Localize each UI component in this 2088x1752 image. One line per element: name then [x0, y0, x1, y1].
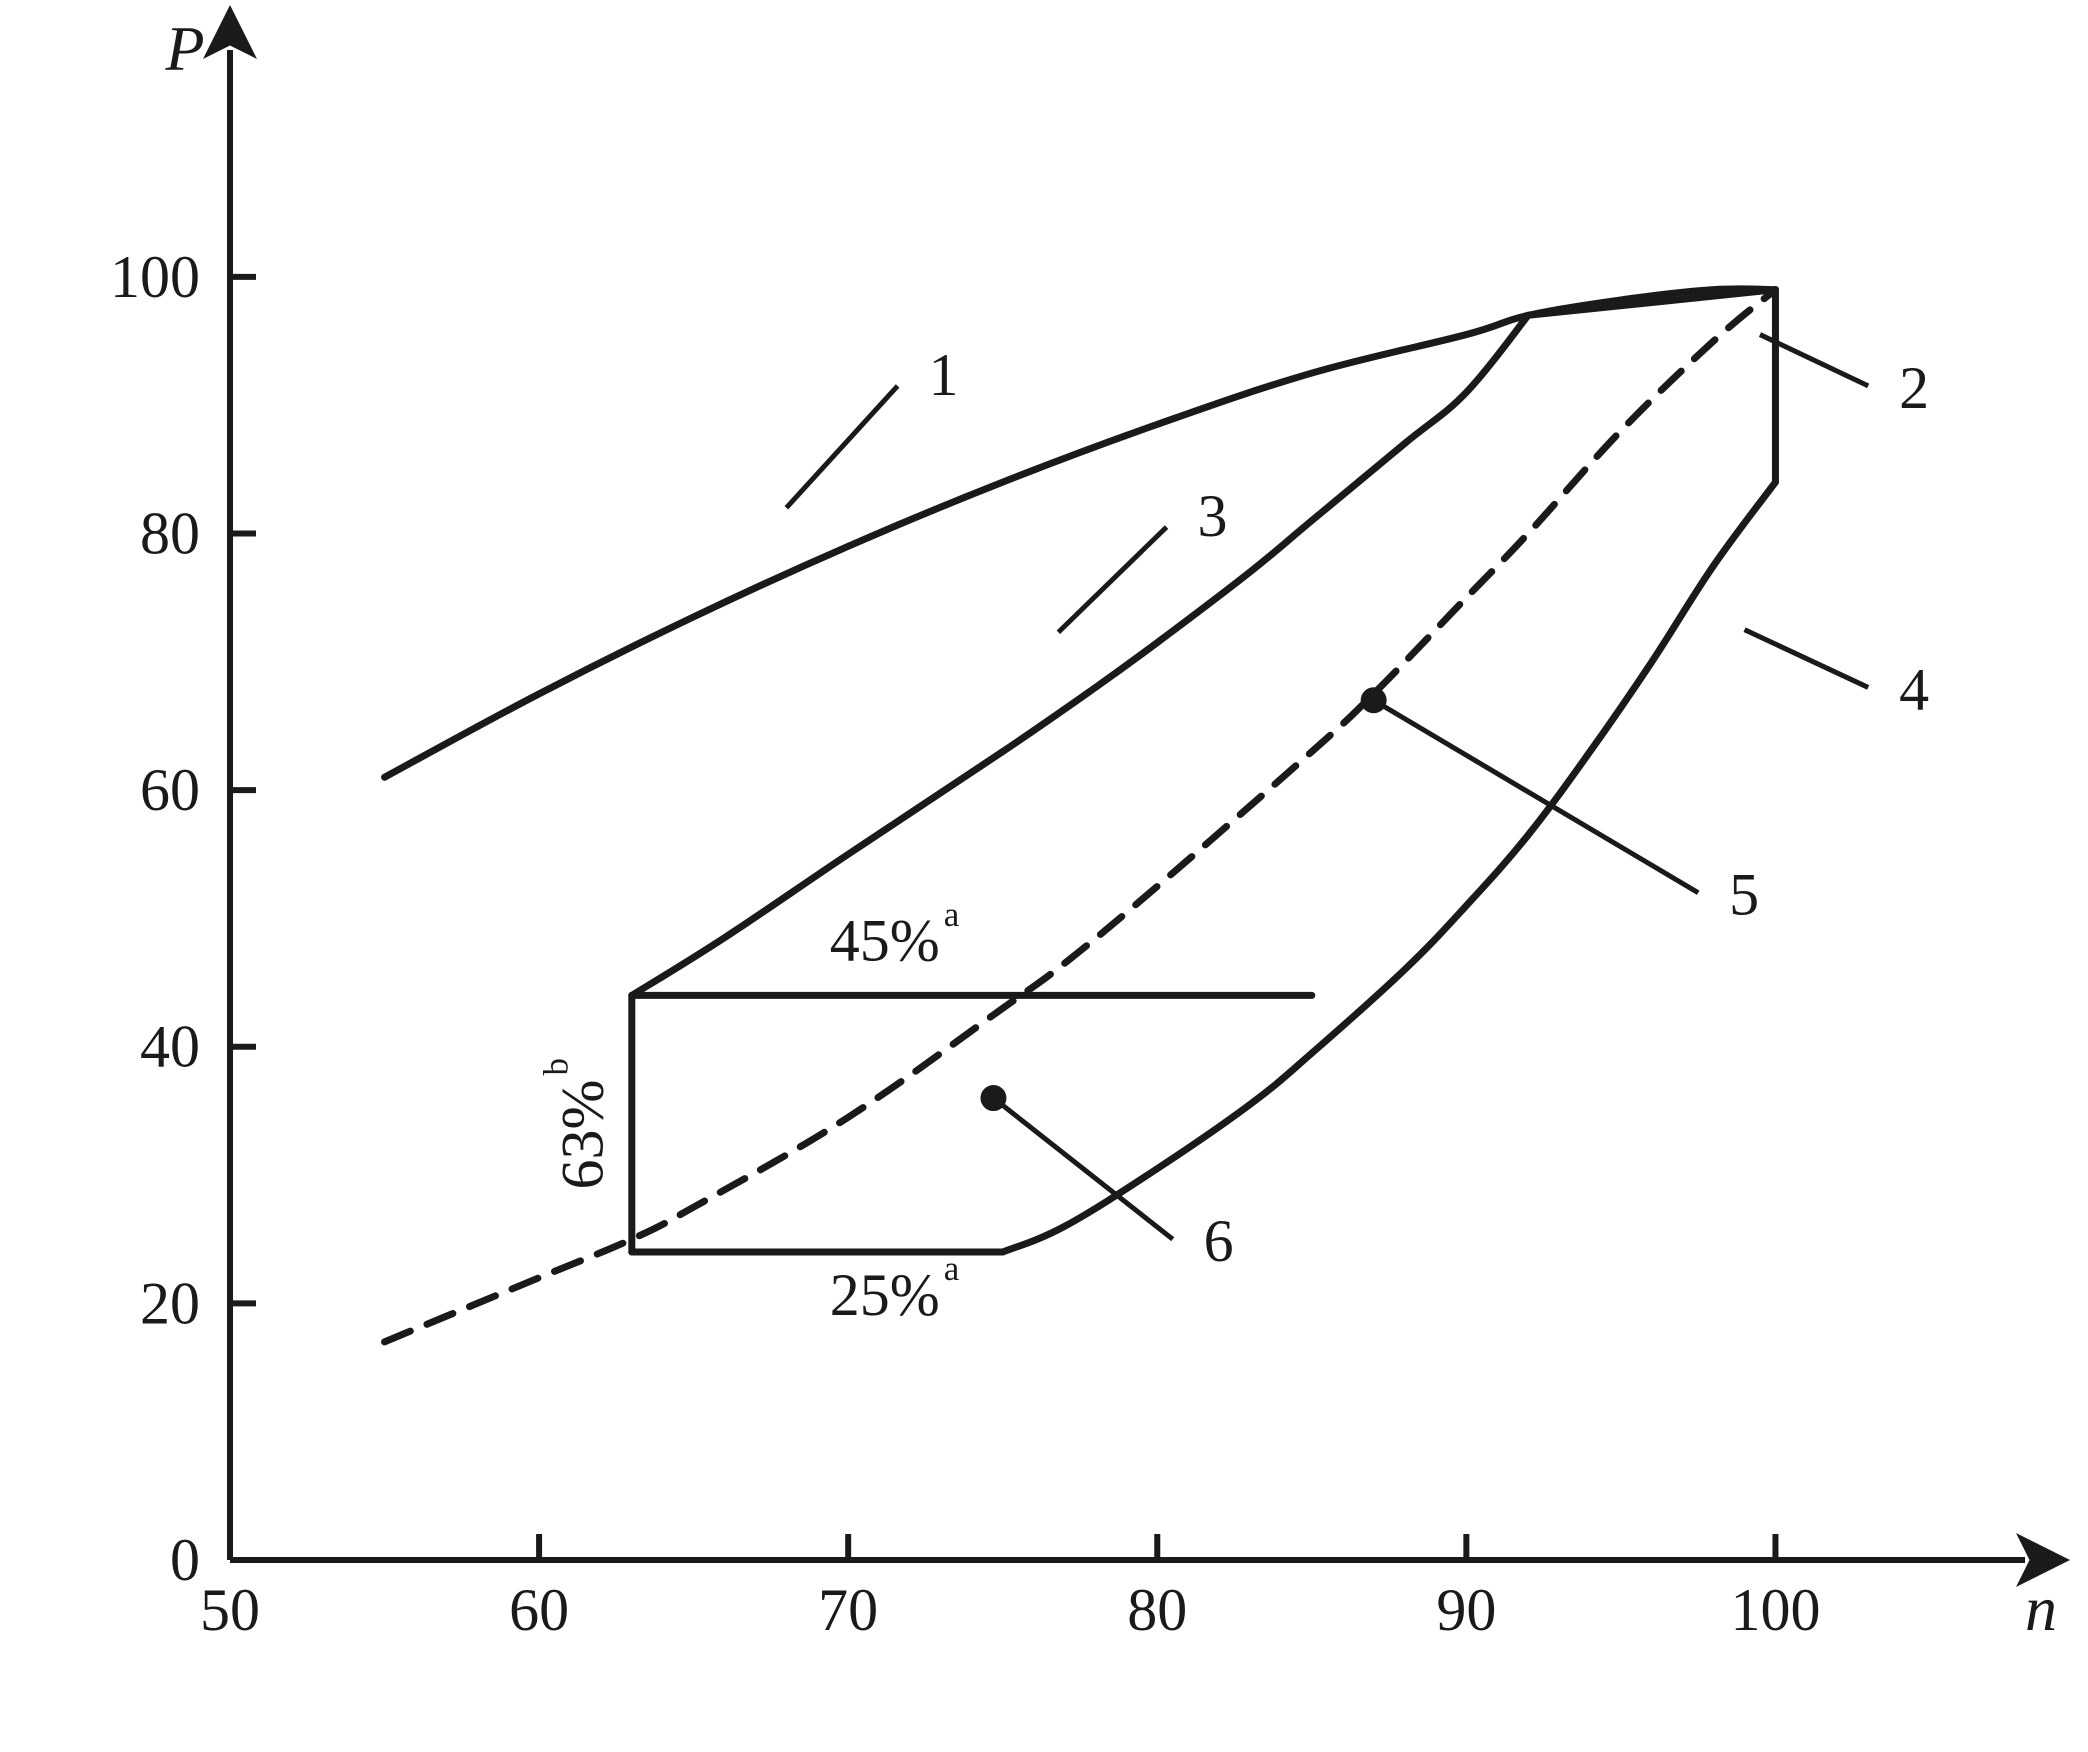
x-tick-label: 70 — [818, 1577, 878, 1643]
y-axis-label: P — [164, 13, 204, 84]
x-tick-label: 100 — [1730, 1577, 1820, 1643]
x-tick-label: 90 — [1436, 1577, 1496, 1643]
y-tick-label: 20 — [140, 1270, 200, 1336]
curve-number-label: 6 — [1204, 1208, 1234, 1274]
curve-number-label: 1 — [929, 342, 959, 408]
power-speed-chart: 5060708090100020406080100Pn12345645%a25%… — [0, 0, 2088, 1752]
x-tick-label: 80 — [1127, 1577, 1187, 1643]
curve-number-label: 5 — [1729, 862, 1759, 928]
y-tick-label: 100 — [110, 244, 200, 310]
x-tick-label: 50 — [200, 1577, 260, 1643]
y-tick-label: 40 — [140, 1014, 200, 1080]
y-tick-label: 80 — [140, 500, 200, 566]
y-tick-label: 0 — [170, 1527, 200, 1593]
x-axis-label: n — [2025, 1573, 2057, 1644]
y-tick-label: 60 — [140, 757, 200, 823]
curve-number-label: 3 — [1197, 483, 1227, 549]
curve-number-label: 2 — [1899, 355, 1929, 421]
x-tick-label: 60 — [509, 1577, 569, 1643]
curve-number-label: 4 — [1899, 656, 1929, 722]
